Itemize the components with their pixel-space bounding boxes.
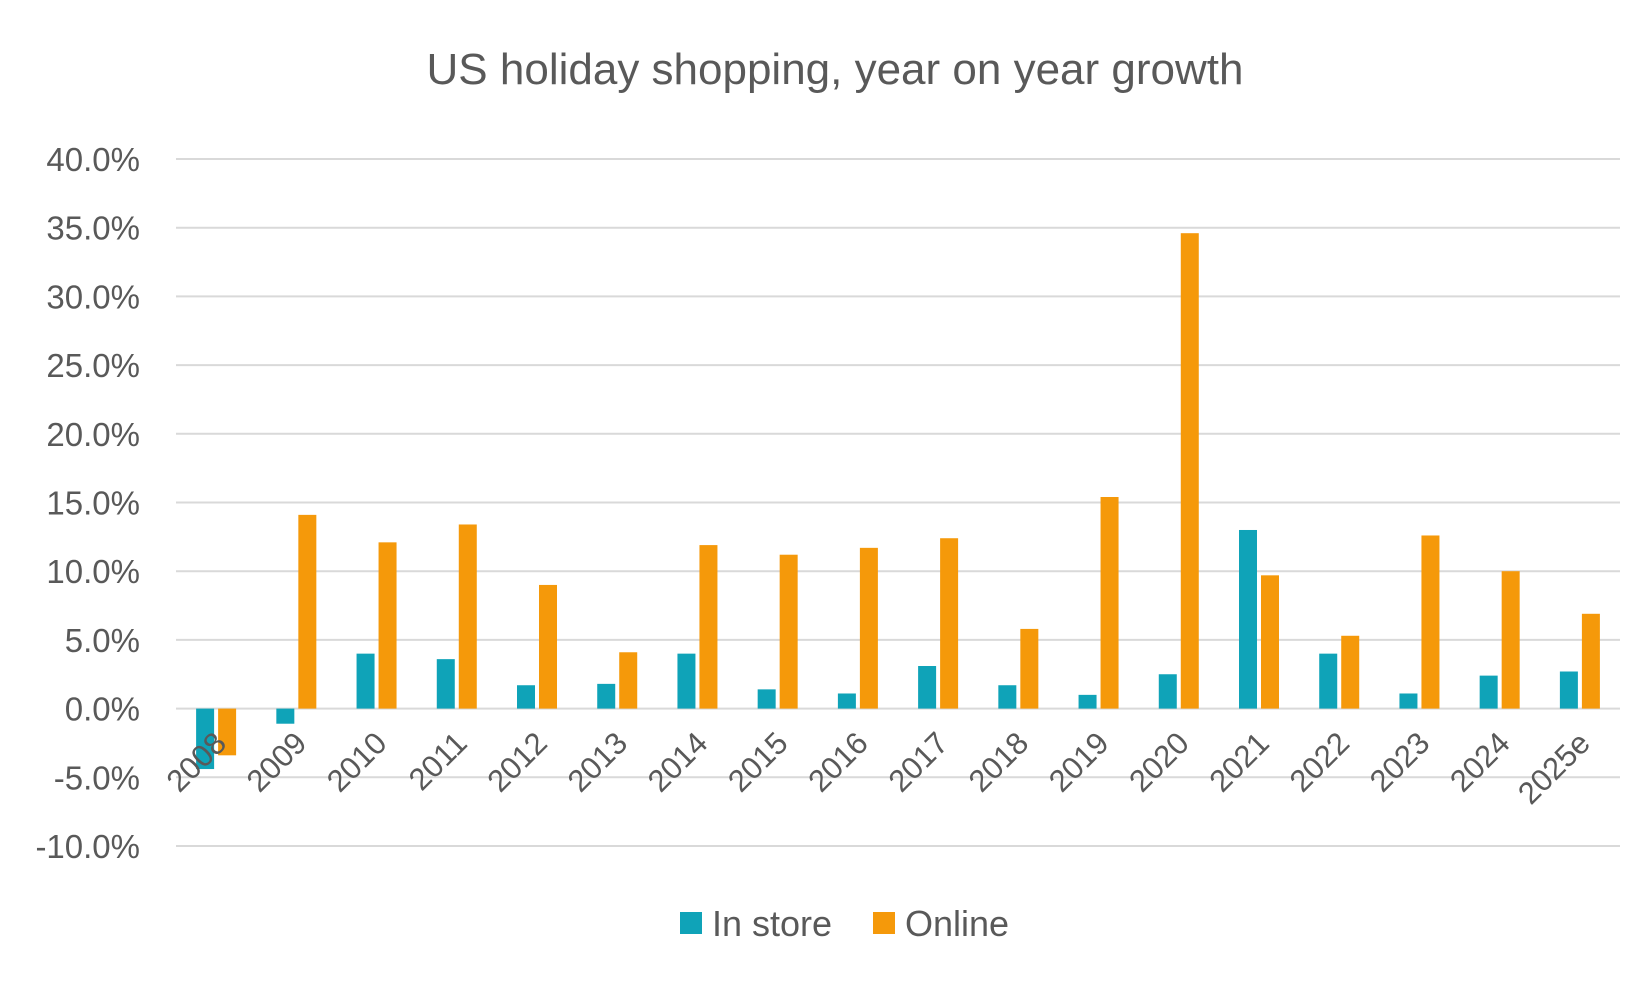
bar-in-store-2022 [1319, 653, 1338, 709]
bar-in-store-2019 [1078, 694, 1097, 709]
legend-in-store-swatch [680, 912, 702, 934]
bar-in-store-2020 [1158, 674, 1177, 709]
x-tick-label: 2009 [240, 725, 314, 799]
bar-online-2014 [699, 545, 718, 709]
bar-in-store-2023 [1399, 693, 1418, 709]
chart-title: US holiday shopping, year on year growth [427, 45, 1244, 94]
x-tick-label: 2019 [1042, 725, 1116, 799]
x-tick-label: 2013 [561, 725, 635, 799]
gridlines [176, 158, 1620, 847]
bar-online-2025e [1581, 613, 1600, 709]
x-tick-label: 2023 [1363, 725, 1437, 799]
bar-in-store-2010 [356, 653, 375, 709]
bar-in-store-2014 [677, 653, 696, 709]
bar-online-2008 [218, 708, 237, 756]
legend-in-store: In store [680, 903, 832, 944]
bar-in-store-2008 [196, 708, 215, 770]
y-tick-label: -10.0% [35, 828, 140, 865]
legend-online-label: Online [905, 903, 1009, 944]
x-tick-label: 2012 [480, 725, 554, 799]
x-tick-label: 2014 [641, 725, 715, 799]
bar-online-2019 [1100, 497, 1119, 709]
legend-online-swatch [873, 912, 895, 934]
bar-in-store-2011 [436, 659, 455, 709]
legend-online: Online [873, 903, 1009, 944]
y-tick-label: 10.0% [46, 553, 140, 590]
x-tick-label: 2022 [1283, 725, 1357, 799]
bar-online-2013 [619, 652, 638, 709]
x-tick-label: 2011 [402, 725, 474, 797]
bar-online-2017 [940, 538, 959, 709]
bar-in-store-2025e [1559, 671, 1578, 709]
y-tick-label: 30.0% [46, 278, 140, 315]
x-tick-label: 2024 [1443, 725, 1517, 799]
bar-online-2022 [1341, 635, 1360, 709]
y-tick-label: 0.0% [65, 691, 140, 728]
y-tick-label: 15.0% [46, 485, 140, 522]
legend: In store Online [680, 903, 1009, 944]
y-tick-label: 40.0% [46, 141, 140, 178]
bar-in-store-2018 [998, 685, 1017, 709]
y-tick-label: 25.0% [46, 347, 140, 384]
x-tick-label: 2016 [801, 725, 875, 799]
x-axis: 2008 2009 2010 2011 2012 2013 2014 2015 2016 2017… [160, 725, 1597, 811]
bar-online-2016 [859, 547, 878, 709]
bars [196, 233, 1600, 770]
bar-in-store-2009 [276, 708, 295, 724]
legend-in-store-label: In store [712, 903, 832, 944]
x-tick-label: 2015 [721, 725, 795, 799]
y-axis: 40.0% 35.0% 30.0% 25.0% 20.0% 15.0% 10.0% 5.0% 0… [35, 141, 140, 865]
y-tick-label: 5.0% [65, 622, 140, 659]
x-tick-label: 2021 [1202, 725, 1276, 799]
bar-in-store-2015 [757, 689, 776, 709]
x-tick-label: 2017 [882, 725, 956, 799]
bar-online-2021 [1261, 575, 1279, 709]
x-tick-label: 2018 [962, 725, 1036, 799]
bar-online-2015 [779, 554, 798, 709]
bar-online-2010 [378, 542, 397, 709]
x-tick-label: 2010 [320, 725, 394, 799]
x-tick-label: 2020 [1122, 725, 1196, 799]
bar-online-2009 [298, 514, 317, 709]
bar-in-store-2012 [517, 685, 535, 709]
bar-in-store-2016 [837, 693, 856, 709]
y-tick-label: 20.0% [46, 416, 140, 453]
y-tick-label: 35.0% [46, 210, 140, 247]
bar-online-2018 [1020, 628, 1039, 709]
bar-online-2024 [1501, 571, 1520, 709]
bar-in-store-2013 [597, 683, 616, 709]
y-tick-label: -5.0% [54, 759, 140, 796]
bar-online-2020 [1180, 233, 1199, 709]
bar-in-store-2024 [1479, 675, 1498, 709]
bar-in-store-2017 [918, 666, 937, 709]
bar-online-2023 [1421, 535, 1440, 709]
bar-online-2012 [539, 584, 557, 709]
bar-in-store-2021 [1239, 529, 1257, 709]
bar-online-2011 [458, 524, 477, 709]
x-tick-label: 2025e [1511, 725, 1597, 811]
